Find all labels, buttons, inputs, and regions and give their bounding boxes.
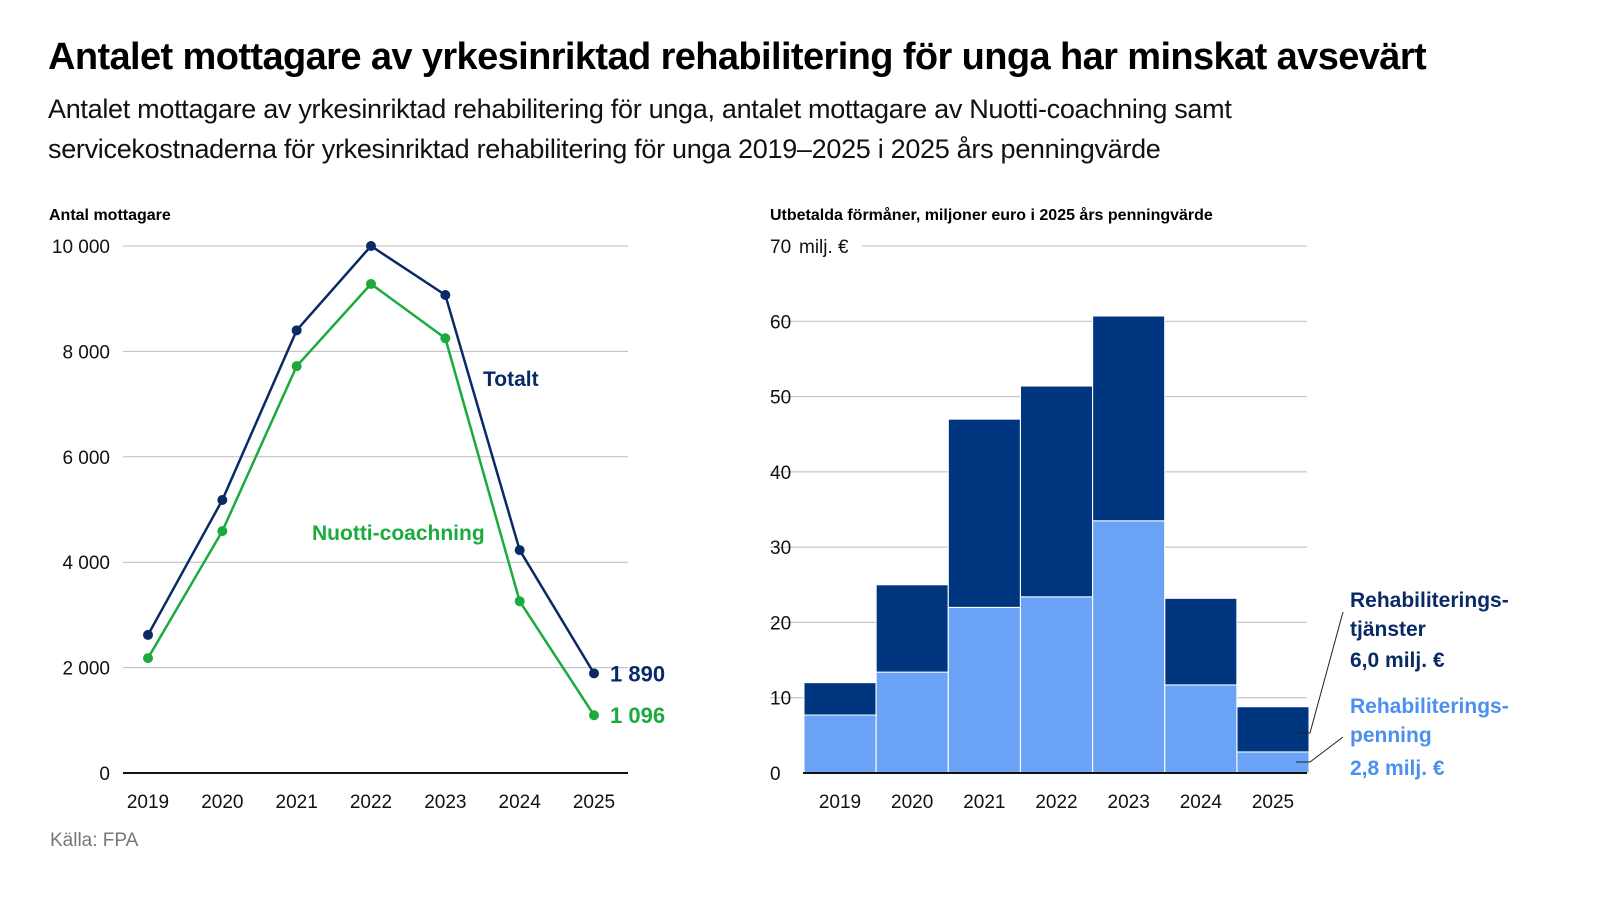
y-tick-label: 50: [770, 388, 791, 409]
legend-label: tjänster: [1350, 618, 1426, 641]
data-point: [440, 290, 451, 301]
subtitle-line-2: servicekostnaderna för yrkesinriktad reh…: [48, 134, 1161, 164]
data-point: [217, 495, 228, 506]
series-line-nuotti-coachning: [146, 282, 596, 716]
x-tick-label: 2019: [819, 792, 861, 813]
data-point: [514, 596, 525, 607]
bar-segment: [803, 714, 877, 774]
series-line-totalt: [146, 244, 596, 675]
leader-line: [1296, 736, 1344, 763]
y-axis-label: Utbetalda förmåner, miljoner euro i 2025…: [770, 206, 1213, 224]
leader-line: [1296, 611, 1344, 734]
data-point: [217, 526, 228, 537]
data-point: [589, 668, 599, 679]
legend-label: penning: [1350, 724, 1432, 747]
bar-segment: [947, 418, 1021, 608]
y-tick-label: 8 000: [62, 342, 110, 363]
bar-segment: [1236, 706, 1310, 753]
source-note: Källa: FPA: [50, 830, 139, 851]
bar-segment: [875, 584, 949, 673]
y-tick-label: 4 000: [62, 553, 110, 574]
bar-segment: [875, 671, 949, 774]
x-tick-label: 2019: [127, 792, 169, 813]
data-point: [440, 333, 451, 344]
x-tick-label: 2024: [499, 792, 542, 813]
bar-segment: [1020, 385, 1093, 598]
end-value-label: 1 890: [610, 661, 665, 686]
x-tick-label: 2025: [573, 792, 615, 813]
y-axis-label: Antal mottagare: [49, 207, 171, 224]
series-label-nuotti: Nuotti-coachning: [312, 522, 485, 545]
x-tick-label: 2023: [1108, 792, 1150, 813]
data-point: [291, 325, 302, 336]
y-tick-label: 10: [770, 689, 791, 710]
data-point: [366, 241, 376, 251]
legend-label: Rehabiliterings-: [1350, 695, 1509, 718]
x-tick-label: 2022: [1035, 792, 1077, 813]
bar-segment: [1092, 315, 1166, 522]
x-tick-label: 2022: [350, 792, 392, 813]
y-tick-label: 6 000: [62, 448, 110, 469]
y-tick-label: 10 000: [52, 237, 110, 258]
data-point: [589, 710, 599, 721]
x-tick-label: 2024: [1180, 792, 1223, 813]
value-label: 6,0 milj. €: [1350, 649, 1445, 672]
y-tick-label: 40: [770, 463, 791, 484]
end-value-label: 1 096: [610, 703, 665, 728]
x-tick-label: 2023: [424, 792, 466, 813]
x-tick-label: 2021: [963, 792, 1005, 813]
page-title: Antalet mottagare av yrkesinriktad rehab…: [48, 36, 1427, 78]
y-unit-label: milj. €: [799, 237, 849, 258]
x-tick-label: 2020: [891, 792, 933, 813]
y-tick-label: 0: [770, 764, 781, 785]
bar-segment: [1164, 597, 1238, 686]
data-point: [143, 653, 153, 664]
data-point: [366, 278, 376, 289]
y-tick-label: 0: [99, 764, 110, 785]
x-tick-label: 2020: [201, 792, 243, 813]
data-point: [291, 361, 302, 372]
bar-segment: [947, 606, 1021, 774]
bar-segment: [1092, 520, 1166, 774]
y-tick-label: 70: [770, 237, 791, 258]
bar-segment: [803, 682, 877, 716]
y-tick-label: 2 000: [62, 659, 110, 680]
y-tick-label: 20: [770, 613, 791, 634]
subtitle-line-1: Antalet mottagare av yrkesinriktad rehab…: [48, 94, 1232, 124]
data-point: [143, 629, 153, 640]
series-label-totalt: Totalt: [483, 368, 539, 391]
data-point: [514, 545, 525, 556]
y-tick-label: 60: [770, 312, 791, 333]
bar-segment: [1020, 596, 1093, 774]
x-tick-label: 2025: [1252, 792, 1294, 813]
bar-segment: [1164, 684, 1238, 774]
legend-label: Rehabiliterings-: [1350, 589, 1509, 612]
y-tick-label: 30: [770, 538, 791, 559]
x-tick-label: 2021: [276, 792, 318, 813]
value-label: 2,8 milj. €: [1350, 757, 1445, 780]
